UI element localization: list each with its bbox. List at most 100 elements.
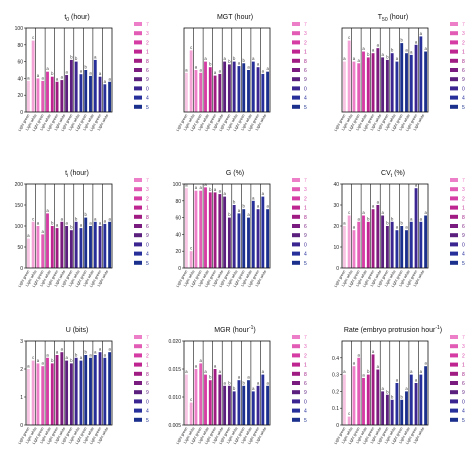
legend-swatch [134,399,142,404]
bar [204,61,207,112]
bar-letter-label: a [42,75,45,80]
bar [108,221,112,268]
bar-letter-label: b [85,65,88,70]
legend-swatch [292,381,300,385]
bar-letter-label: b [51,221,54,226]
bar [218,73,222,112]
bar-letter-label: a [214,364,217,369]
y-tick-label: 20 [17,93,23,99]
bar [79,228,83,268]
legend-swatch [134,214,142,219]
bar [46,213,49,268]
bar [184,72,188,112]
legend-swatch [292,58,300,63]
bar-letter-label: a [80,69,83,74]
bar [242,385,246,425]
bar-letter-label: a [56,223,59,228]
y-tick-label: 3 [20,339,23,345]
bar [36,78,40,112]
bar-letter-label: a [238,375,241,380]
legend-swatch [134,335,142,339]
bar [266,71,270,112]
y-tick-label: 200 [15,182,24,188]
bar [385,226,389,268]
legend-label: 2 [304,40,307,46]
bar-letter-label: c [190,246,192,251]
bar-letter-label: a [252,386,255,391]
legend-label: 8 [304,372,307,378]
bar [381,215,385,268]
chart-panel-6: CVt (%)010203040acaaabaaabbabaaaaaLight … [333,170,465,288]
y-tick-label: 10 [333,245,339,251]
bar-letter-label: a [372,349,375,354]
legend-label: 9 [146,233,149,239]
bar [199,190,203,268]
bar-letter-label: b [75,216,78,221]
legend-swatch [134,242,142,247]
chart-title-main: U [66,327,71,334]
chart-title: t0 (hour) [64,14,89,23]
legend-label: 0 [304,399,307,405]
bar [65,360,69,425]
bar [74,61,78,112]
chart-title: MGT (hour) [217,14,253,21]
bar [93,59,97,112]
legend-label: 4 [462,409,465,415]
bar-letter-label: b [228,59,231,64]
legend-label: 9 [462,390,465,396]
bar [405,53,408,112]
legend-label: 0 [462,86,465,92]
legend-label: 7 [304,22,307,28]
legend-swatch [134,22,142,26]
legend-label: 2 [304,196,307,202]
bar-letter-label: a [381,210,384,215]
legend-swatch [450,68,458,72]
bar-letter-label: b [233,56,236,61]
legend-swatch [450,214,458,219]
bar-letter-label: a [61,216,64,221]
bar [89,357,92,425]
y-tick-label: 0.2 [332,389,339,395]
y-tick-label: 50 [17,245,23,251]
bar-letter-label: a [80,355,83,360]
bar-letter-label: a [104,218,107,223]
bar [342,226,346,268]
chart-title-rest: (bits) [71,327,89,334]
bar-letter-label: c [32,355,34,360]
legend-swatch [292,224,300,228]
legend-swatch [450,205,458,210]
bar [204,374,207,425]
bar [362,377,365,425]
bar [424,215,428,268]
bar [227,64,231,112]
bar-letter-label: a [195,65,198,70]
chart-panel-9: Rate (embryo protrusion hour-1) 0 0.1 0.2 0.… [332,325,465,445]
bar-letter-label: a [415,378,418,383]
bar [419,36,423,112]
y-tick-label: 1 [20,395,23,401]
bar-letter-label: c [348,411,350,416]
chart-title-superscript: -1 [249,325,254,331]
legend-swatch [292,31,300,36]
bar-letter-label: a [219,369,222,374]
legend-label: 6 [462,68,465,74]
bar-letter-label: b [391,48,394,53]
bar [266,385,270,425]
bar-letter-label: a [362,372,365,377]
bar [342,374,346,425]
legend-swatch [292,362,300,367]
legend-label: 7 [304,335,307,341]
legend-label: 2 [304,353,307,359]
bar-letter-label: a [185,67,188,72]
bar-letter-label: a [108,216,111,221]
bar-letter-label: a [424,46,427,51]
bar [390,399,394,425]
legend-swatch [292,104,300,109]
bar [409,374,413,425]
bar [55,355,59,425]
bar [55,228,59,268]
bar-letter-label: a [219,68,222,73]
bar [55,81,59,112]
bar [237,213,241,268]
